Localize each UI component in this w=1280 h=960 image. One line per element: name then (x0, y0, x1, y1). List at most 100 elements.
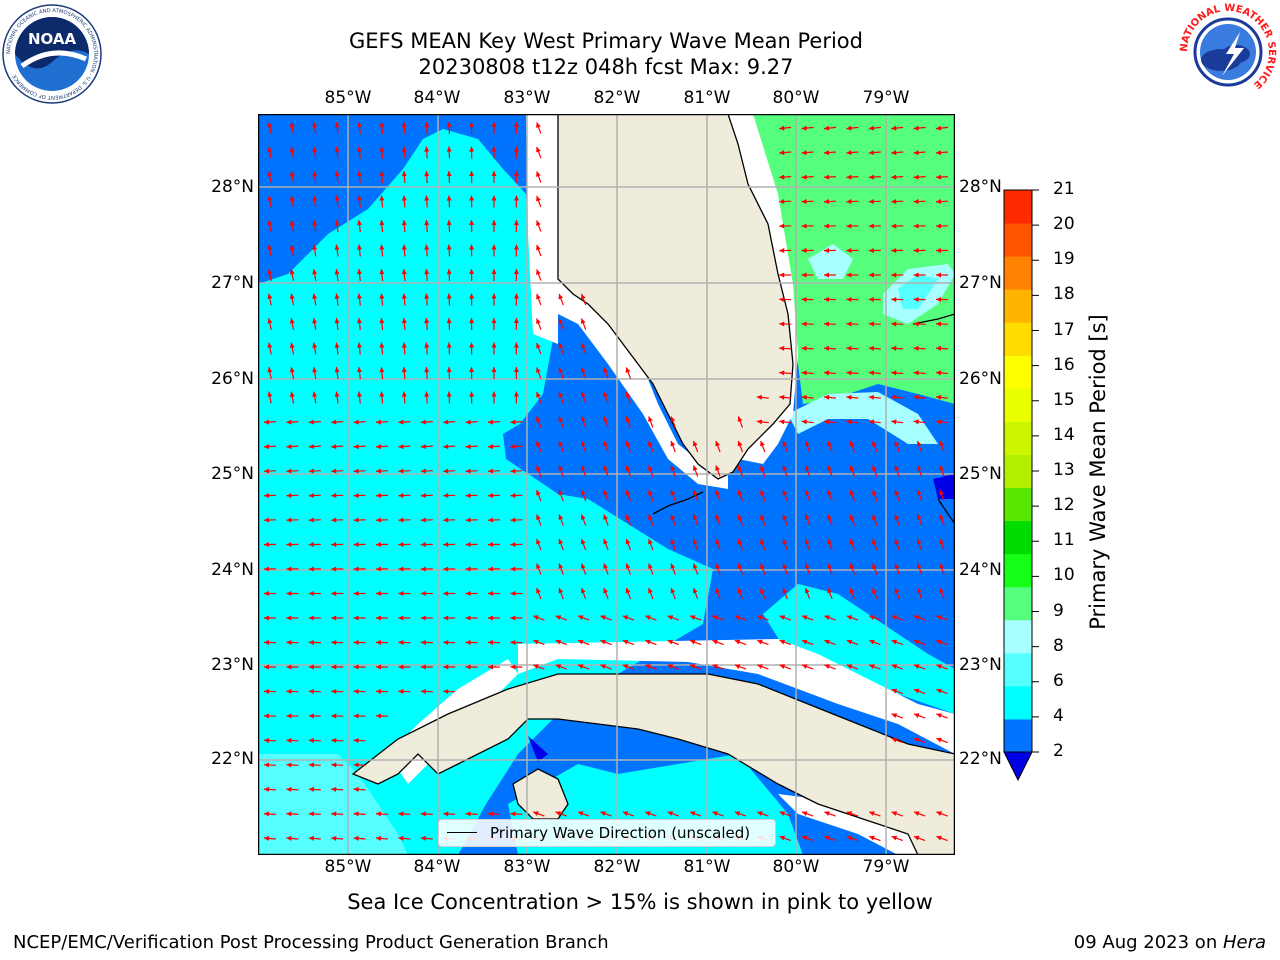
footer-host: Hera (1222, 932, 1266, 953)
wave-arrow-head (420, 493, 426, 498)
wave-arrow-head (376, 493, 382, 498)
wave-arrow-head (289, 146, 295, 152)
wave-arrow-head (376, 419, 382, 425)
colorbar-segment (1004, 256, 1032, 290)
wave-arrow-head (308, 835, 314, 841)
wave-arrow-head (267, 195, 273, 201)
wave-arrow-head (420, 640, 426, 645)
wave-arrow-head (353, 566, 359, 572)
wave-arrow-head (469, 293, 475, 299)
wave-arrow-head (308, 566, 314, 572)
wave-arrow-head (264, 615, 269, 621)
wave-arrow-head (555, 615, 562, 620)
colorbar (1003, 189, 1039, 782)
wave-arrow-head (488, 419, 494, 425)
wave-arrow-head (824, 811, 830, 816)
wave-arrow-head (357, 391, 362, 397)
wave-arrow-head (868, 370, 874, 376)
wave-arrow-head (401, 367, 407, 373)
wave-arrow-head (424, 171, 430, 177)
wave-arrow-head (580, 342, 586, 349)
wave-arrow-head (446, 342, 452, 348)
wave-arrow-head (801, 394, 807, 400)
wave-arrow-head (491, 293, 497, 299)
wave-arrow-head (443, 615, 449, 621)
lat-label-left: 22°N (211, 749, 254, 769)
wave-arrow-head (645, 639, 651, 645)
wave-arrow-head (353, 542, 359, 547)
lon-label-bottom: 81°W (683, 857, 731, 877)
wave-arrow-head (760, 563, 765, 569)
wave-arrow-head (936, 345, 942, 351)
wave-arrow-head (846, 321, 852, 327)
wave-arrow-head (779, 199, 785, 204)
wave-arrow-head (779, 297, 785, 302)
wave-arrow-head (869, 835, 875, 841)
wave-arrow-head (401, 293, 407, 299)
wave-arrow-head (312, 342, 318, 348)
wave-arrow-head (289, 342, 295, 348)
colorbar-segment (1004, 487, 1032, 522)
wave-arrow-head (846, 199, 852, 204)
wave-arrow-head (782, 440, 788, 447)
wave-arrow-head (267, 342, 273, 348)
wave-arrow-head (914, 615, 920, 620)
period-4-6-region (763, 584, 955, 714)
wave-arrow-head (443, 640, 449, 645)
wave-arrow-head (510, 419, 516, 425)
wave-arrow-head (846, 174, 852, 180)
wave-arrow-head (446, 146, 452, 152)
wave-arrow-head (760, 440, 765, 447)
wave-arrow-head (603, 416, 608, 422)
wave-arrow-head (891, 713, 898, 718)
wave-arrow-head (536, 587, 541, 594)
wave-arrow-head (353, 444, 359, 450)
wave-arrow-head (469, 318, 475, 324)
wave-arrow-head (488, 591, 493, 596)
wave-arrow-head (692, 587, 698, 594)
colorbar-tick-label: 15 (1053, 389, 1075, 410)
colorbar-tick-label: 4 (1053, 705, 1064, 726)
wave-arrow-head (331, 738, 337, 743)
colorbar-segment (1004, 289, 1032, 323)
wave-arrow-head (331, 419, 337, 425)
wave-arrow-head (376, 689, 382, 694)
coastal-mask (558, 274, 728, 489)
wave-arrow-head (939, 465, 944, 471)
wave-arrow-head (824, 199, 830, 204)
wave-arrow-head (491, 391, 497, 397)
wave-arrow-head (286, 640, 292, 645)
wave-arrow-head (913, 419, 919, 425)
wave-arrow-head (625, 587, 631, 594)
wave-arrow-head (868, 248, 874, 253)
wave-arrow-head (264, 419, 270, 425)
wave-arrow-head (491, 195, 497, 201)
wave-arrow-head (469, 391, 475, 397)
wave-arrow-head (446, 122, 452, 128)
wave-arrow-head (267, 318, 273, 324)
wave-arrow-head (379, 293, 385, 299)
colorbar-segment (1004, 619, 1032, 654)
wave-arrow-head (353, 835, 359, 841)
wave-arrow-head (891, 811, 898, 816)
wave-arrow-head (625, 514, 631, 520)
wave-arrow-head (580, 318, 586, 324)
wave-arrow-head (398, 468, 404, 474)
wave-arrow-head (916, 465, 922, 471)
wave-arrow-head (625, 440, 631, 447)
wave-arrow-head (446, 318, 452, 324)
wave-arrow-head (916, 489, 922, 496)
lon-label-top: 81°W (683, 88, 731, 108)
wave-arrow-head (914, 737, 920, 743)
wave-arrow-head (267, 269, 273, 275)
wave-arrow-head (312, 269, 318, 275)
wave-arrow-head (488, 468, 494, 474)
wave-arrow-head (891, 321, 897, 327)
wave-arrow-head (715, 587, 720, 594)
wave-arrow-head (513, 391, 519, 397)
wave-arrow-head (846, 272, 852, 278)
wave-arrow-head (801, 297, 807, 302)
wave-arrow-head (376, 615, 381, 621)
wave-arrow-head (331, 762, 337, 768)
wave-arrow-head (398, 689, 404, 694)
